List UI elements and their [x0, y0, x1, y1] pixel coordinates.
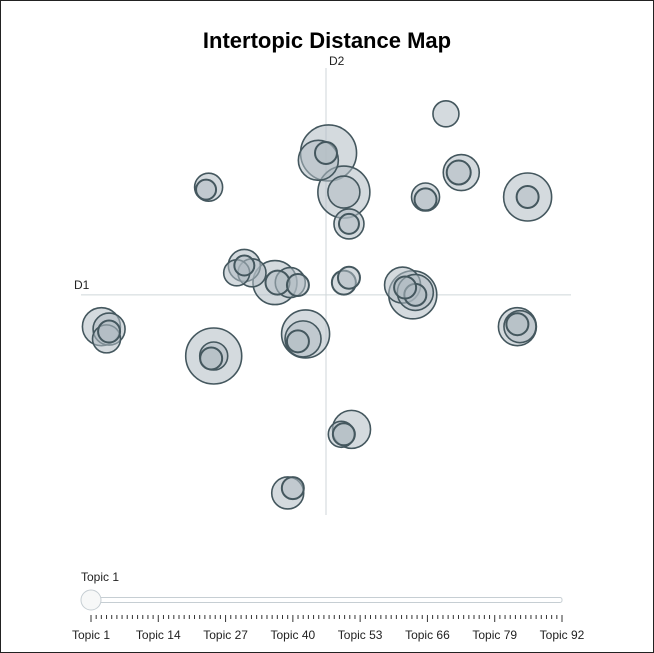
- slider-handle[interactable]: [80, 589, 102, 611]
- topic-bubble-41[interactable]: [285, 329, 310, 354]
- topic-bubble-7[interactable]: [413, 187, 438, 212]
- topic-bubble-49[interactable]: [280, 476, 305, 501]
- topic-bubble-20[interactable]: [233, 254, 256, 277]
- slider-track[interactable]: [90, 597, 563, 603]
- topic-bubble-14[interactable]: [337, 212, 360, 235]
- topic-bubble-47[interactable]: [331, 422, 356, 447]
- topic-bubble-38[interactable]: [199, 346, 224, 371]
- topic-bubble-26[interactable]: [336, 265, 361, 290]
- topic-bubble-12[interactable]: [327, 175, 361, 209]
- chart-title: Intertopic Distance Map: [202, 28, 452, 53]
- d2-axis-label: D2: [329, 54, 345, 68]
- topic-bubble-35[interactable]: [97, 319, 122, 344]
- topic-bubble-31[interactable]: [393, 275, 418, 300]
- topic-bubble-16[interactable]: [195, 178, 218, 201]
- slider-ticks: [90, 615, 563, 622]
- topic-bubble-44[interactable]: [505, 312, 530, 337]
- topic-bubble-24[interactable]: [285, 273, 310, 298]
- slider-tick-label: Topic 27: [203, 628, 248, 642]
- d1-axis-label: D1: [74, 278, 90, 292]
- slider-tick-label: Topic 79: [472, 628, 517, 642]
- slider-tick-labels: Topic 1 Topic 14 Topic 27 Topic 40 Topic 53 T…: [72, 628, 585, 642]
- axes: D1 D2: [74, 54, 571, 515]
- topic-bubble-10[interactable]: [314, 140, 338, 165]
- topic-bubble-5[interactable]: [515, 184, 540, 209]
- topic-bubbles[interactable]: [81, 100, 553, 510]
- topic-bubble-23[interactable]: [264, 269, 291, 296]
- slider-tick-label: Topic 14: [136, 628, 181, 642]
- topic-slider[interactable]: Topic 1 Topic 14 Topic 27 Topic 40 Topic 53 T…: [72, 589, 585, 642]
- topic-bubble-3[interactable]: [445, 159, 472, 186]
- slider-tick-label: Topic 40: [271, 628, 316, 642]
- slider-tick-label: Topic 53: [338, 628, 383, 642]
- slider-tick-label: Topic 66: [405, 628, 450, 642]
- topic-bubble-1[interactable]: [432, 100, 460, 128]
- slider-tick-label: Topic 92: [540, 628, 585, 642]
- slider-tick-label: Topic 1: [72, 628, 110, 642]
- slider-current-topic: Topic 1: [81, 570, 120, 584]
